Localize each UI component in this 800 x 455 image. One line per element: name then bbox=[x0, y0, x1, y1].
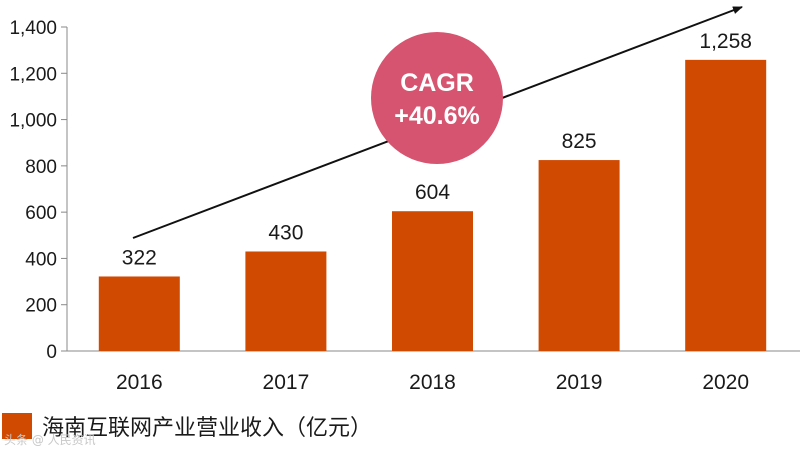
cagr-title: CAGR bbox=[400, 69, 474, 97]
y-tick-label: 600 bbox=[25, 203, 57, 224]
y-tick-label: 1,200 bbox=[9, 64, 57, 85]
bar-2020 bbox=[685, 59, 767, 352]
x-tick-label-2018: 2018 bbox=[409, 371, 456, 394]
legend-label: 海南互联网产业营业收入（亿元） bbox=[42, 416, 373, 441]
y-axis: 0 200 400 600 800 1,000 1,200 1,400 bbox=[9, 18, 68, 363]
y-tick-label: 0 bbox=[46, 342, 57, 363]
data-label-2018: 604 bbox=[415, 181, 450, 204]
x-tick-label-2017: 2017 bbox=[263, 371, 310, 394]
data-label-2019: 825 bbox=[562, 130, 597, 153]
data-label-2016: 322 bbox=[122, 246, 157, 269]
data-label-2017: 430 bbox=[268, 221, 303, 244]
x-tick-label-2020: 2020 bbox=[702, 371, 749, 394]
legend: 海南互联网产业营业收入（亿元） bbox=[2, 413, 373, 441]
bar-2016 bbox=[98, 276, 180, 351]
cagr-circle bbox=[371, 32, 503, 164]
bar-2017 bbox=[245, 251, 327, 351]
data-label-2020: 1,258 bbox=[699, 30, 752, 53]
bar-2019 bbox=[538, 160, 620, 351]
data-labels: 322 430 604 825 1,258 bbox=[122, 30, 752, 270]
y-tick-label: 800 bbox=[25, 157, 57, 178]
watermark: 头条 @ 人民资讯 bbox=[4, 433, 96, 447]
y-tick-label: 200 bbox=[25, 296, 57, 317]
y-tick-label: 1,400 bbox=[9, 18, 57, 39]
cagr-value: +40.6% bbox=[394, 102, 480, 130]
y-tick-label: 1,000 bbox=[9, 111, 57, 132]
cagr-badge: CAGR +40.6% bbox=[371, 32, 503, 164]
legend-swatch bbox=[2, 413, 32, 439]
bars bbox=[98, 59, 767, 352]
y-tick-label: 400 bbox=[25, 249, 57, 270]
x-tick-label-2019: 2019 bbox=[556, 371, 603, 394]
x-tick-label-2016: 2016 bbox=[116, 371, 163, 394]
x-axis: 2016 2017 2018 2019 2020 bbox=[67, 350, 800, 394]
bar-2018 bbox=[392, 211, 473, 351]
